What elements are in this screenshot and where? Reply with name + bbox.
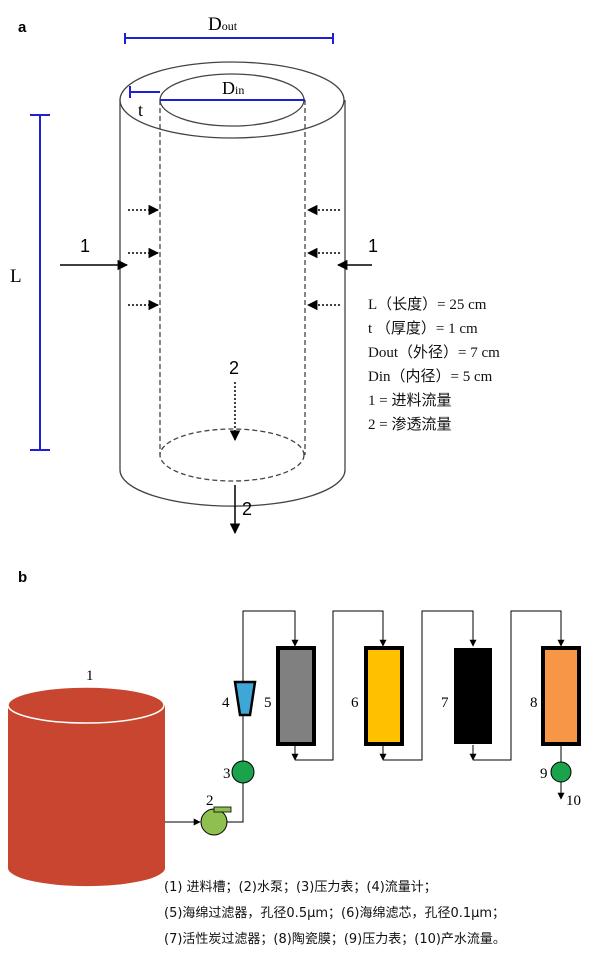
num-4: 4: [222, 695, 230, 711]
t-label: t: [138, 100, 143, 120]
length-label: L: [10, 266, 22, 287]
legend-line: t （厚度）= 1 cm: [368, 321, 478, 337]
d-out-label: Dout: [208, 14, 238, 35]
feed-tank: [7, 686, 165, 887]
legend-line: 1 = 进料流量: [368, 393, 452, 409]
legend-line: 2 = 渗透流量: [368, 417, 452, 433]
legend-line: Dout（外径）= 7 cm: [368, 345, 500, 361]
column-5: [276, 646, 316, 746]
membrane-tube: [119, 61, 346, 507]
panel-b-label: b: [18, 569, 27, 586]
pressure-gauge-9: [550, 761, 572, 783]
num-2: 2: [206, 793, 214, 809]
feed-label-left: 1: [80, 236, 90, 256]
num-9: 9: [540, 766, 548, 782]
dimension-lines: [30, 33, 334, 451]
d-in-label: Din: [222, 78, 244, 98]
column-6: [364, 646, 404, 746]
flowmeter: [233, 680, 257, 717]
num-5: 5: [264, 695, 272, 711]
num-8: 8: [530, 695, 538, 711]
caption-line: (1) 进料槽；(2)水泵；(3)压力表；(4)流量计；: [164, 880, 437, 895]
pipes: [165, 610, 565, 826]
column-7: [454, 648, 492, 744]
num-3: 3: [223, 766, 231, 782]
num-1: 1: [86, 668, 94, 684]
pressure-gauge-3: [231, 760, 255, 784]
permeate-label-inner: 2: [229, 358, 239, 378]
pump: [200, 806, 232, 836]
panel-a-label: a: [18, 19, 27, 36]
legend-line: Din（内径）= 5 cm: [368, 369, 493, 385]
permeate-label-outlet: 2: [242, 499, 252, 519]
feed-arrows: [60, 204, 372, 535]
column-8: [541, 646, 581, 746]
num-10: 10: [566, 793, 581, 809]
caption-line: (7)活性炭过滤器；(8)陶瓷膜；(9)压力表；(10)产水流量。: [164, 932, 506, 947]
legend-line: L（长度）= 25 cm: [368, 297, 487, 313]
num-6: 6: [351, 695, 359, 711]
caption-line: (5)海绵过滤器，孔径0.5μm；(6)海绵滤芯，孔径0.1μm；: [164, 906, 506, 921]
feed-label-right: 1: [368, 236, 378, 256]
num-7: 7: [441, 695, 449, 711]
